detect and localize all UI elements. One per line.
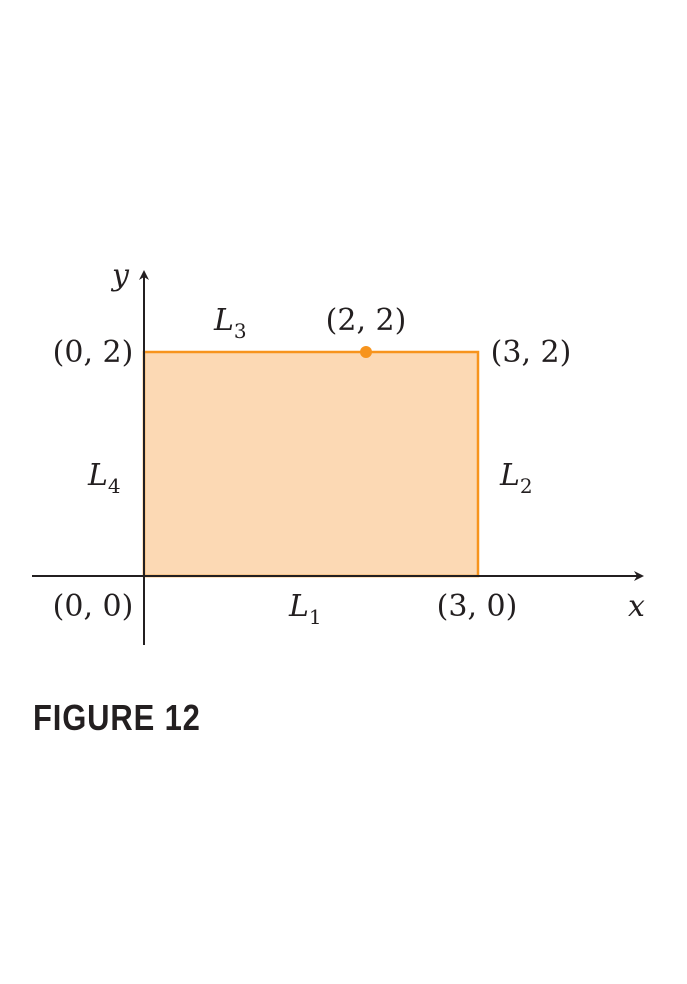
vertex-label-0-0: (0, 0) <box>53 589 134 624</box>
segment-l2-main: L <box>499 458 520 493</box>
segment-label-l1: L1 <box>288 589 322 629</box>
point-2-2 <box>360 346 372 358</box>
segment-l2-sub: 2 <box>520 474 533 498</box>
segment-label-l3: L3 <box>213 303 247 343</box>
segment-l4-sub: 4 <box>108 474 121 498</box>
segment-l4-main: L <box>87 458 108 493</box>
segment-l1-sub: 1 <box>309 605 322 629</box>
segment-l3-main: L <box>213 303 234 338</box>
x-axis-label: x <box>628 589 645 624</box>
point-label: (2, 2) <box>326 303 407 338</box>
segment-l3-sub: 3 <box>234 319 247 343</box>
y-axis-label: y <box>110 258 130 293</box>
vertex-label-3-0: (3, 0) <box>437 589 518 624</box>
vertex-label-3-2: (3, 2) <box>491 335 572 370</box>
segment-label-l2: L2 <box>499 458 533 498</box>
figure-caption: FIGURE 12 <box>33 697 201 738</box>
shaded-region <box>142 350 480 578</box>
segment-l1-main: L <box>288 589 309 624</box>
vertex-label-0-2: (0, 2) <box>53 335 134 370</box>
segment-label-l4: L4 <box>87 458 121 498</box>
